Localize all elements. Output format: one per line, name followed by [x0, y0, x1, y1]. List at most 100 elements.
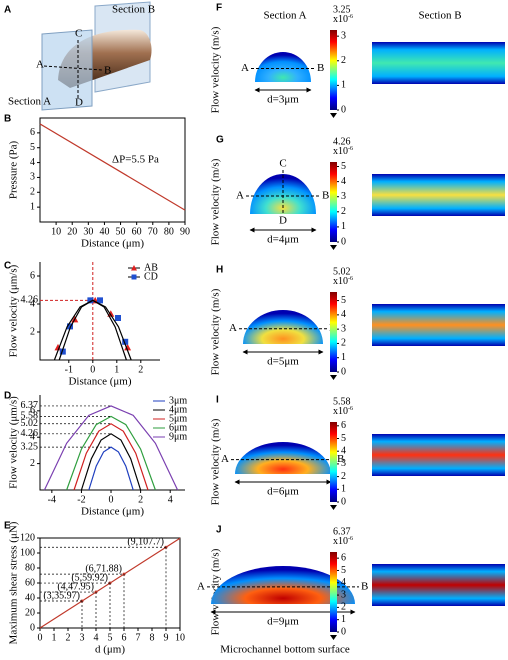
y-axis-label: Flow velocity (μm/s): [8, 264, 20, 357]
y-axis-label: Maximum shear stress (μN): [8, 521, 20, 644]
point-label: B: [317, 62, 324, 74]
peak-label: 6.37: [21, 400, 39, 411]
section-b-map: [372, 564, 505, 606]
x-axis-label: Distance (μm): [81, 238, 144, 250]
x-tick-label: 20: [67, 226, 77, 237]
colorbar-tick-label: 2: [341, 602, 346, 613]
exponent-base: x10: [333, 146, 348, 157]
y-tick-label: 120: [20, 532, 35, 543]
column-heading: Section A: [263, 10, 306, 22]
y-tick-label: 2: [30, 458, 35, 469]
y-tick-label: 6: [30, 270, 35, 281]
y-tick-label: 6: [30, 405, 35, 416]
y-tick-label: 1: [30, 201, 35, 212]
y-axis-label: Flow velocity (m/s): [210, 418, 222, 505]
point-label: A: [221, 453, 229, 465]
point-label: A: [36, 59, 44, 71]
colorbar: [330, 30, 337, 110]
marker: [115, 315, 121, 321]
x-tick-label: 9: [164, 632, 169, 643]
x-tick-label: -1: [65, 364, 73, 375]
x-tick-label: 7: [136, 632, 141, 643]
exponent-base: x10: [333, 14, 348, 25]
panel-label: B: [4, 114, 11, 125]
point-label: A: [197, 580, 205, 592]
x-tick-label: 3: [80, 632, 85, 643]
exponent-base: x10: [333, 536, 348, 547]
legend-label: AB: [144, 262, 158, 273]
cross-section: [255, 52, 311, 82]
x-tick-label: 90: [180, 226, 190, 237]
colorbar-tick-label: 3: [341, 589, 346, 600]
panel-a-drawing: A Section A Section B A B C D: [4, 1, 155, 111]
x-tick-label: 2: [138, 494, 143, 505]
colorbar-exponent: x10-6: [333, 276, 353, 287]
x-axis-label: Distance (μm): [81, 506, 144, 518]
x-tick-label: 2: [66, 632, 71, 643]
data-label: (6,71.88): [85, 563, 122, 574]
colorbar-tick-label: 5: [341, 433, 346, 444]
panel-label: H: [216, 265, 223, 276]
marker: [124, 343, 132, 351]
colorbar-tick-label: 1: [341, 352, 346, 363]
colorbar-tick-label: 4: [341, 577, 346, 588]
axis: [39, 262, 160, 361]
peak-label: 5.02: [21, 418, 39, 429]
legend-label: CD: [144, 271, 158, 282]
colorbar-arrow: [330, 505, 337, 510]
colorbar-tick-label: 1: [341, 484, 346, 495]
point-label: B: [104, 65, 111, 77]
x-tick-label: 30: [83, 226, 93, 237]
series-line: [73, 423, 149, 491]
colorbar-max: 4.26: [333, 136, 351, 147]
x-tick-label: 8: [150, 632, 155, 643]
colorbar-tick-label: 0: [341, 236, 346, 247]
y-axis-label: Flow velocity (m/s): [210, 26, 222, 113]
colorbar-tick-label: 0: [341, 496, 346, 507]
colorbar-tick-label: 0: [341, 366, 346, 377]
peak-label: 5.58: [21, 411, 39, 422]
legend-label: 9μm: [169, 431, 187, 442]
colorbar-exponent: x10-6: [333, 14, 353, 25]
y-tick-label: 4: [30, 432, 35, 443]
section-a-plane: [41, 29, 93, 111]
colorbar-tick-label: 2: [341, 338, 346, 349]
x-tick-label: 1: [52, 632, 57, 643]
colorbar-tick-label: 3: [341, 191, 346, 202]
section-label: Section B: [112, 4, 155, 16]
cross-section: [235, 442, 331, 474]
y-tick-label: 4: [30, 157, 35, 168]
colorbar-tick-label: 4: [341, 446, 346, 457]
colorbar: [330, 422, 337, 502]
marker: [97, 297, 103, 304]
y-tick-label: 80: [25, 562, 35, 573]
section-b-map: [372, 42, 505, 84]
series-line: [58, 299, 127, 361]
x-tick-label: 10: [175, 632, 185, 643]
legend-label: 5μm: [169, 413, 187, 424]
x-tick-label: 50: [116, 226, 126, 237]
colorbar-tick-label: 2: [341, 471, 346, 482]
series-line: [66, 415, 156, 491]
colorbar-tick-label: 1: [341, 221, 346, 232]
data-label: (3,35.97): [43, 590, 80, 601]
point-label: B: [361, 580, 368, 592]
colorbar-tick-label: 6: [341, 552, 346, 563]
panel-label: G: [216, 135, 224, 146]
section-label: Section A: [8, 96, 51, 108]
colorbar-tick-label: 0: [341, 104, 346, 115]
y-tick-label: 2: [30, 326, 35, 337]
colorbar-max: 6.37: [333, 526, 351, 537]
data-label: (4,47.95): [57, 581, 94, 592]
y-tick-label: 2: [30, 187, 35, 198]
colorbar-tick-label: 5: [341, 295, 346, 306]
y-tick-label: 6: [30, 127, 35, 138]
section-b-map: [372, 434, 505, 476]
data-label: (9,107.7): [127, 537, 164, 548]
colorbar: [330, 162, 337, 242]
axis: [39, 395, 185, 491]
exponent-power: -6: [348, 536, 353, 542]
y-tick-label: 100: [20, 547, 35, 558]
point-label: C: [279, 158, 286, 170]
width-label: d=6μm: [267, 486, 299, 498]
